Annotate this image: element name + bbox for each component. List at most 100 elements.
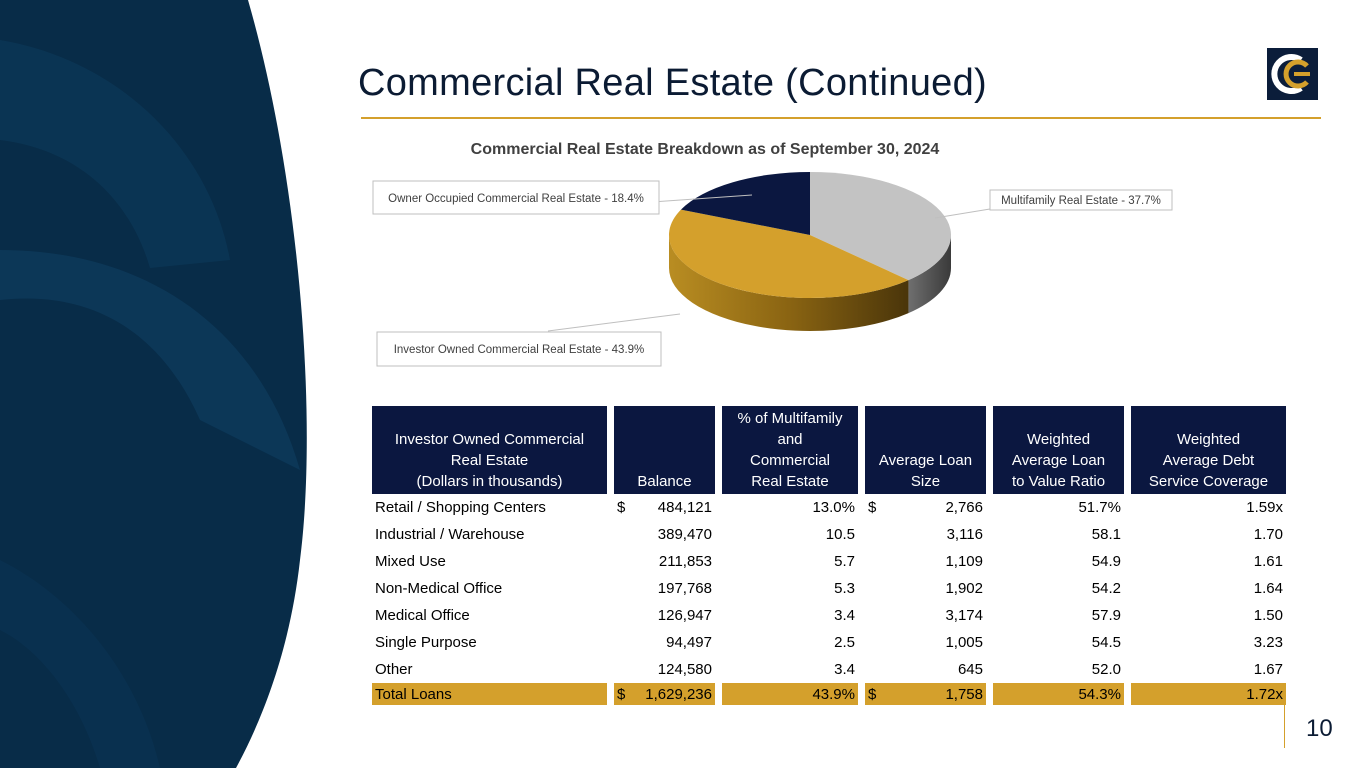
cell-value: 3,174 [945,607,983,624]
cell-dsc: 1.70 [1131,521,1286,548]
cell-value: 51.7% [1078,499,1121,516]
cell-value: Mixed Use [375,553,446,570]
slice-label-owner-occupied-text: Owner Occupied Commercial Real Estate - … [388,193,644,205]
pie-chart: Commercial Real Estate Breakdown as of S… [372,141,1173,367]
cell-ltv: 54.2 [993,575,1131,602]
column-header-1: Balance [614,406,722,494]
chart-title: Commercial Real Estate Breakdown as of S… [471,141,940,158]
cell-value: Retail / Shopping Centers [375,499,546,516]
cell-category: Single Purpose [372,629,614,656]
slice-label-multifamily-text: Multifamily Real Estate - 37.7% [1001,195,1161,207]
column-header-line: to Value Ratio [1011,473,1106,490]
cell-value: 211,853 [658,553,712,570]
cell-dsc: 3.23 [1131,629,1286,656]
table-row: Mixed Use 211,853 5.7 1,109 54.9 1.61 [372,548,1286,575]
cell-category: Total Loans [372,683,614,705]
company-logo [1267,48,1318,100]
cell-value: Total Loans [375,685,452,703]
cell-category: Mixed Use [372,548,614,575]
currency-symbol: $ [617,499,626,516]
column-header-line: Average Debt [1162,452,1255,469]
cell-value: 126,947 [657,607,712,624]
pie-slice-1 [668,209,909,299]
cell-value: Single Purpose [375,634,477,651]
table-row: Industrial / Warehouse 389,470 10.5 3,116 58… [372,521,1286,548]
column-header-line: Size [910,473,941,490]
page-title: Commercial Real Estate (Continued) [358,62,987,104]
cell-value: 1,005 [945,634,983,651]
column-header-2: % of Multifamily and Commercial Real Estate [722,406,865,494]
cell-value: 54.5 [1091,634,1121,651]
cell-value: 1,758 [945,685,983,703]
cell-value: 1.61 [1253,553,1283,570]
cell-value: 3.4 [834,661,855,678]
table-row: Single Purpose 94,497 2.5 1,005 54.5 3.23 [372,629,1286,656]
cell-value: 3.4 [834,607,855,624]
cell-category: Other [372,656,614,683]
table-row: Medical Office 126,947 3.4 3,174 57.9 1.50 [372,602,1286,629]
cell-ltv: 51.7% [993,494,1131,521]
cell-balance: 126,947 [614,602,722,629]
cell-dsc: 1.61 [1131,548,1286,575]
pie-slice-2 [680,172,810,235]
cell-value: 2,766 [945,499,983,516]
column-header-line: Weighted [1176,431,1241,448]
cell-value: 94,497 [666,634,712,651]
cell-balance: $1,629,236 [614,683,722,705]
pie-slice-0 [810,172,952,281]
cell-value: 1.67 [1253,661,1283,678]
cell-value: 52.0 [1091,661,1121,678]
cell-value: 13.0% [812,499,855,516]
cell-avg: 1,902 [865,575,993,602]
pie-slice-side-0 [908,235,951,314]
table-header-row: Investor Owned Commercial Real Estate (Dol… [372,406,1286,494]
cell-value: 43.9% [812,685,855,703]
cell-avg: 1,109 [865,548,993,575]
pie-slice-side-1 [669,235,909,332]
column-header-line: Real Estate [450,452,529,469]
cell-value: 1.59x [1246,499,1283,516]
page-number-divider [1284,700,1285,748]
cell-value: 1.64 [1253,580,1283,597]
cell-avg: $1,758 [865,683,993,705]
cell-category: Industrial / Warehouse [372,521,614,548]
cell-balance: 124,580 [614,656,722,683]
column-header-0: Investor Owned Commercial Real Estate (Dol… [372,406,614,494]
cell-avg: 645 [865,656,993,683]
cell-balance: 197,768 [614,575,722,602]
cell-balance: $484,121 [614,494,722,521]
column-header-line: Investor Owned Commercial [394,431,585,448]
cell-dsc: 1.50 [1131,602,1286,629]
column-header-line: Average Loan [1011,452,1106,469]
cell-pct: 13.0% [722,494,865,521]
cell-ltv: 57.9 [993,602,1131,629]
column-header-line: Average Loan [878,452,973,469]
column-header-4: Weighted Average Loan to Value Ratio [993,406,1131,494]
cell-ltv: 52.0 [993,656,1131,683]
cell-pct: 3.4 [722,602,865,629]
currency-symbol: $ [868,685,877,703]
cell-ltv: 54.9 [993,548,1131,575]
loan-table: Investor Owned Commercial Real Estate (Dol… [372,406,1286,705]
cell-value: 57.9 [1091,607,1121,624]
cell-value: 3,116 [946,526,983,543]
cell-value: 1.72x [1246,685,1283,703]
cell-avg: 1,005 [865,629,993,656]
cell-dsc: 1.67 [1131,656,1286,683]
cell-pct: 2.5 [722,629,865,656]
cell-value: Non-Medical Office [375,580,503,597]
cell-dsc: 1.64 [1131,575,1286,602]
cell-value: 2.5 [834,634,855,651]
cell-avg: $2,766 [865,494,993,521]
cell-value: 54.9 [1091,553,1121,570]
cell-value: 389,470 [657,526,712,543]
cell-category: Retail / Shopping Centers [372,494,614,521]
cell-pct: 10.5 [722,521,865,548]
cell-value: Medical Office [375,607,470,624]
cell-value: 5.7 [834,553,855,570]
column-header-line: Service Coverage [1148,473,1269,490]
cell-value: 1,902 [945,580,983,597]
cell-pct: 5.7 [722,548,865,575]
cell-pct: 43.9% [722,683,865,705]
column-header-3: Average Loan Size [865,406,993,494]
